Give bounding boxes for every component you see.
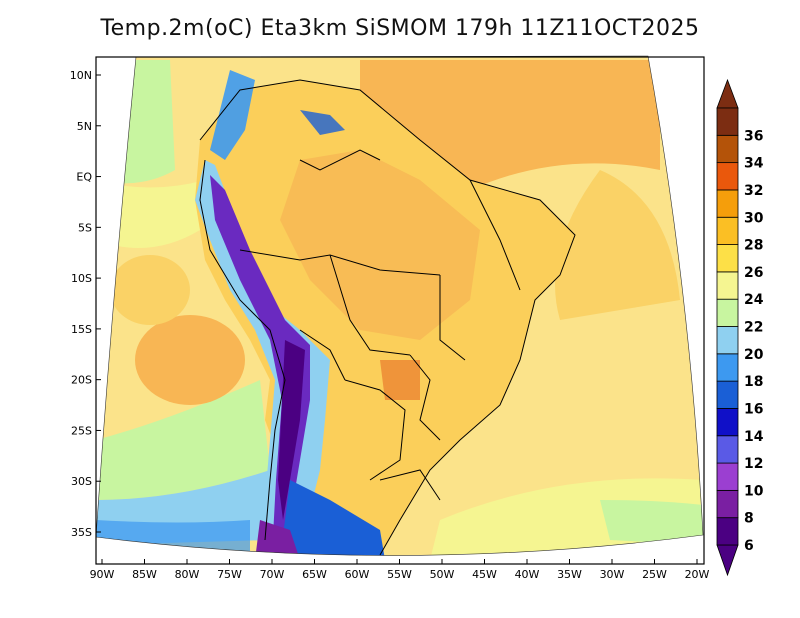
colorbar-label: 10: [744, 483, 764, 499]
colorbar-label: 16: [744, 401, 763, 417]
colorbar-label: 30: [744, 210, 764, 226]
colorbar-label: 12: [744, 456, 763, 472]
colorbar-swatch: [716, 408, 739, 437]
colorbar-swatch: [716, 134, 739, 164]
lon-tick-label: 20W: [685, 568, 710, 581]
colorbar-swatch: [716, 326, 739, 355]
longitude-axis: 90W 85W 80W 75W 70W 65W 60W 55W 50W 45W 40W 35W 30W 2…: [90, 559, 710, 581]
colorbar-label: 8: [744, 511, 754, 527]
lon-tick-label: 45W: [472, 568, 497, 581]
colorbar-label: 6: [744, 538, 754, 554]
colorbar-swatch: [716, 162, 739, 191]
colorbar-swatch: [716, 271, 739, 300]
colorbar-label: 22: [744, 320, 763, 336]
colorbar-swatch: [716, 244, 739, 273]
colorbar-label: 34: [744, 156, 764, 172]
lon-tick-label: 80W: [175, 568, 200, 581]
lat-tick-label: 20S: [71, 374, 92, 387]
map-title: Temp.2m(oC) Eta3km SiSMOM 179h 11Z11OCT2…: [100, 16, 700, 41]
lon-tick-label: 25W: [642, 568, 667, 581]
lon-tick-label: 55W: [387, 568, 412, 581]
colorbar-swatch: [716, 189, 739, 218]
colorbar-swatch: [716, 216, 739, 245]
lat-tick-label: 5N: [77, 120, 92, 133]
colorbar-label: 14: [744, 429, 764, 445]
colorbar-label: 26: [744, 265, 763, 281]
colorbar-label: 18: [744, 374, 763, 390]
lat-tick-label: 35S: [71, 526, 92, 539]
lat-tick-label: 10N: [70, 69, 92, 82]
lat-tick-label: EQ: [76, 171, 92, 184]
lon-tick-label: 35W: [557, 568, 582, 581]
lon-tick-label: 65W: [302, 568, 327, 581]
lon-tick-label: 60W: [345, 568, 370, 581]
lon-tick-label: 70W: [260, 568, 285, 581]
lon-tick-label: 50W: [430, 568, 455, 581]
colorbar-swatch: [716, 462, 739, 491]
colorbar-label: 20: [744, 347, 764, 363]
colorbar-swatch: [716, 353, 739, 382]
lat-tick-label: 10S: [71, 272, 92, 285]
colorbar-bottom-arrow: [716, 544, 739, 577]
lat-tick-label: 15S: [71, 323, 92, 336]
colorbar-swatch: [716, 298, 739, 327]
latitude-axis: 10N 5N EQ 5S 10S 15S 20S 25S 30S 35S: [70, 69, 101, 539]
colorbar-swatch: [716, 107, 739, 136]
colorbar-swatch: [716, 489, 739, 519]
lat-tick-label: 25S: [71, 424, 92, 437]
lon-tick-label: 85W: [132, 568, 157, 581]
colorbar-label: 36: [744, 128, 763, 144]
colorbar-swatch: [716, 517, 739, 546]
colorbar-swatch: [716, 435, 739, 464]
colorbar-swatch: [716, 380, 739, 409]
colorbar-label: 28: [744, 238, 763, 254]
lat-tick-label: 30S: [71, 475, 92, 488]
colorbar-label: 32: [744, 183, 763, 199]
lat-tick-label: 5S: [78, 221, 92, 234]
lon-tick-label: 90W: [90, 568, 115, 581]
lon-tick-label: 40W: [515, 568, 540, 581]
colorbar-top-arrow: [716, 78, 739, 109]
colorbar: 6 8 10 12 14 16 18 20 22 24 26 28 30 32 34 36: [716, 78, 764, 577]
lon-tick-label: 30W: [600, 568, 625, 581]
temperature-field: [96, 56, 703, 556]
lon-tick-label: 75W: [217, 568, 242, 581]
colorbar-label: 24: [744, 292, 764, 308]
